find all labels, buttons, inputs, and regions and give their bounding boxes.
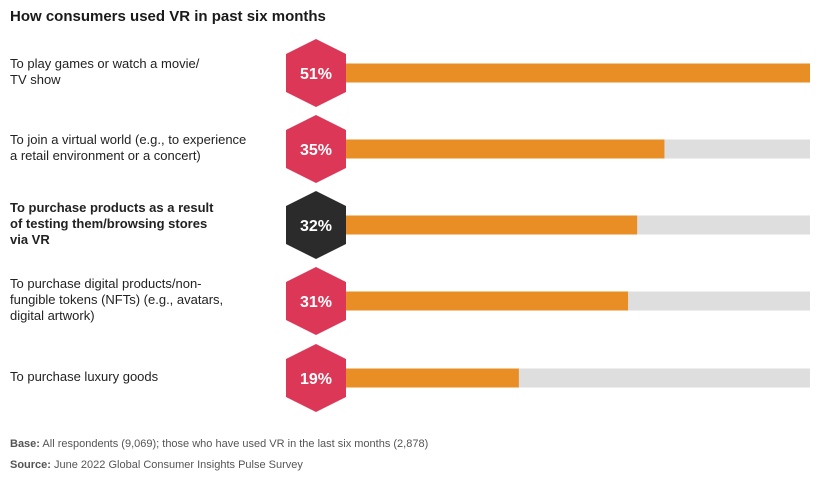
data-label: 35%: [300, 142, 332, 159]
chart-title: How consumers used VR in past six months: [10, 8, 326, 25]
base-text: All respondents (9,069); those who have …: [39, 438, 429, 450]
data-label: 51%: [300, 66, 332, 83]
category-label-line: To purchase products as a result: [10, 200, 214, 215]
bar: [346, 139, 665, 159]
source-label: Source:: [10, 459, 51, 471]
category-label-line: a retail environment or a concert): [10, 148, 201, 163]
category-label: To purchase products as a result of testi…: [10, 200, 275, 248]
category-label-line: To purchase luxury goods: [10, 369, 159, 384]
category-label: To purchase digital products/non-fungibl…: [10, 276, 275, 324]
base-note: Base: All respondents (9,069); those who…: [10, 438, 428, 450]
hexagon-marker: [286, 191, 346, 259]
category-label-line: To play games or watch a movie/: [10, 56, 200, 71]
data-label: 32%: [300, 218, 332, 235]
category-label-line: fungible tokens (NFTs) (e.g., avatars,: [10, 292, 224, 307]
hexagon-marker: [286, 344, 346, 412]
category-label-line: TV show: [10, 72, 61, 87]
category-label-line: To purchase digital products/non-: [10, 276, 202, 291]
category-label-line: digital artwork): [10, 308, 95, 323]
category-label-line: via VR: [10, 232, 50, 247]
base-label: Base:: [10, 438, 40, 450]
category-label-line: To join a virtual world (e.g., to experi…: [10, 132, 247, 147]
hexagon-marker: [286, 267, 346, 335]
category-label-line: of testing them/browsing stores: [10, 216, 208, 231]
data-label: 31%: [300, 294, 332, 311]
hexagon-marker: [286, 39, 346, 107]
data-label: 19%: [300, 371, 332, 388]
bar: [346, 215, 638, 235]
bar: [346, 291, 629, 311]
category-label: To play games or watch a movie/TV show: [10, 56, 275, 88]
source-note: Source: June 2022 Global Consumer Insigh…: [10, 459, 303, 471]
category-label: To purchase luxury goods: [10, 369, 275, 385]
source-text: June 2022 Global Consumer Insights Pulse…: [50, 459, 303, 471]
hexagon-marker: [286, 115, 346, 183]
bar: [346, 63, 810, 83]
category-label: To join a virtual world (e.g., to experi…: [10, 132, 275, 164]
bar: [346, 368, 519, 388]
